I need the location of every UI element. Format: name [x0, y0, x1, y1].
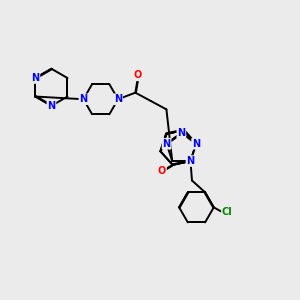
Text: N: N: [192, 139, 200, 149]
Text: N: N: [177, 128, 185, 138]
Text: O: O: [158, 166, 166, 176]
Text: O: O: [134, 70, 142, 80]
Text: Cl: Cl: [222, 207, 232, 217]
Text: N: N: [32, 73, 40, 83]
Text: N: N: [186, 156, 194, 166]
Text: N: N: [47, 101, 56, 111]
Text: N: N: [79, 94, 88, 104]
Text: N: N: [114, 94, 122, 104]
Text: N: N: [163, 139, 171, 149]
